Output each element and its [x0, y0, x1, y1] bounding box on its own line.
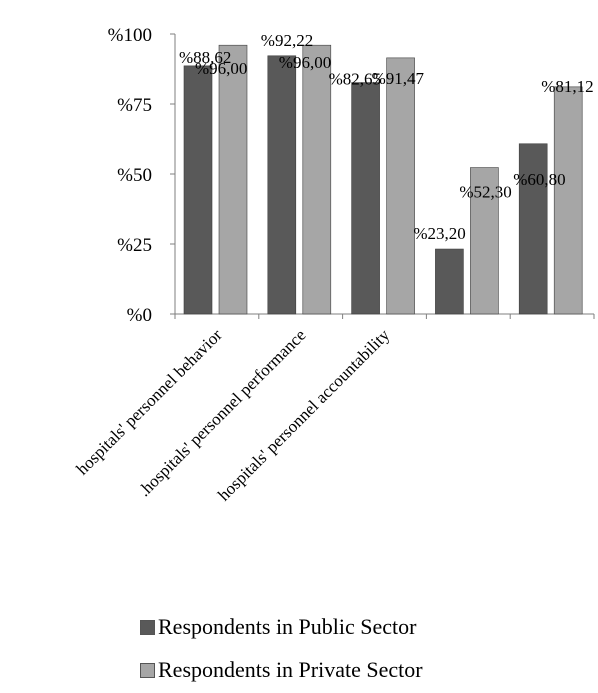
- x-category-label: .hospitals' personnel performance: [135, 325, 310, 500]
- data-label-private-3: %52,30: [459, 183, 511, 202]
- chart-bars: [183, 44, 583, 315]
- bar-chart: %88,62 %92,22 %82,65 %23,20 %60,80 %96,00 %96,…: [73, 25, 595, 505]
- data-label-public-1: %92,22: [261, 31, 313, 50]
- data-label-public-0: %88,62: [179, 48, 231, 67]
- bar-private-4: [553, 86, 583, 315]
- data-label-private-4: %81,12: [541, 77, 593, 96]
- data-label-public-4: %60,80: [513, 170, 565, 189]
- legend-swatch-private: [140, 662, 155, 678]
- bar-private-2: [386, 57, 415, 315]
- data-label-private-1: %96,00: [279, 53, 331, 72]
- y-tick-label: %50: [117, 165, 152, 186]
- data-label-public-3: %23,20: [413, 224, 465, 243]
- x-category-label: hospitals' personnel behavior: [73, 325, 226, 478]
- legend-item-private: Respondents in Private Sector: [140, 657, 580, 683]
- y-tick-label: %0: [127, 305, 152, 326]
- legend-label-private: Respondents in Private Sector: [158, 657, 423, 682]
- x-category-label: hospitals' personnel accountability: [214, 325, 394, 505]
- bar-public-3: [435, 248, 464, 315]
- y-tick-label: %75: [117, 95, 152, 116]
- bar-public-1: [267, 55, 297, 315]
- legend-item-public: Respondents in Public Sector: [140, 614, 580, 640]
- bar-public-0: [183, 65, 213, 315]
- bar-private-0: [218, 44, 248, 315]
- data-label-private-2: %91,47: [372, 69, 425, 88]
- chart-data-labels: %88,62 %92,22 %82,65 %23,20 %60,80 %96,00 %96,…: [179, 31, 594, 243]
- legend-label-public: Respondents in Public Sector: [158, 614, 417, 639]
- bar-public-2: [351, 82, 380, 315]
- data-label-private-0: %96,00: [195, 59, 247, 78]
- y-axis-tick-labels: %0 %25 %50 %75 %100: [108, 25, 152, 326]
- bar-private-3: [470, 167, 499, 315]
- data-label-public-2: %82,65: [329, 70, 381, 89]
- legend-swatch-public: [140, 619, 155, 635]
- bar-public-4: [518, 143, 548, 315]
- y-tick-label: %25: [117, 235, 152, 256]
- bar-private-1: [302, 44, 332, 315]
- y-tick-label: %100: [108, 25, 152, 46]
- x-axis-category-labels: hospitals' personnel behavior.hospitals'…: [73, 325, 394, 505]
